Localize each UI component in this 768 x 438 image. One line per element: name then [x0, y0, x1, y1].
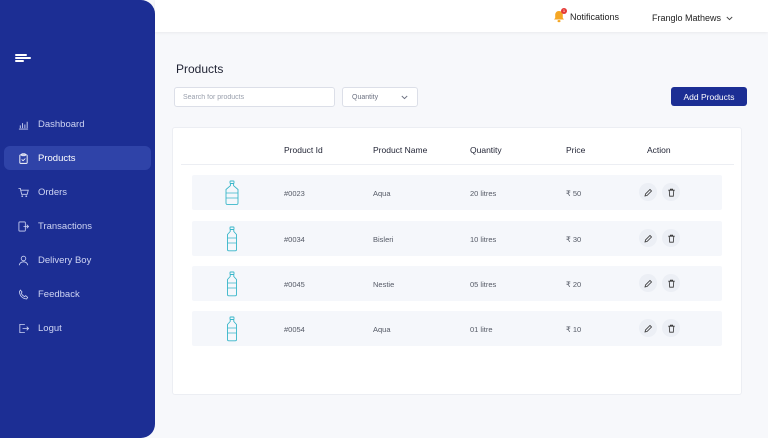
- page-title: Products: [176, 62, 224, 76]
- sidebar-item-logout[interactable]: Logut: [4, 316, 151, 340]
- delete-button[interactable]: [662, 183, 680, 201]
- phone-icon: [17, 288, 29, 300]
- product-price: ₹ 30: [566, 235, 582, 244]
- product-price: ₹ 50: [566, 189, 582, 198]
- product-id: #0023: [284, 189, 305, 198]
- product-price: ₹ 20: [566, 280, 582, 289]
- bottle-icon: [224, 316, 240, 342]
- sidebar-item-label: Feedback: [38, 288, 80, 300]
- edit-button[interactable]: [639, 229, 657, 247]
- user-icon: [17, 254, 29, 266]
- product-name: Nestie: [373, 280, 395, 289]
- column-header-product-name: Product Name: [373, 145, 428, 155]
- transfer-icon: [17, 220, 29, 232]
- table-row: #0034 Bisleri 10 litres ₹ 30: [192, 221, 722, 256]
- clipboard-icon: [17, 152, 29, 164]
- menu-toggle-icon[interactable]: [15, 52, 33, 64]
- table-row: #0023 Aqua 20 litres ₹ 50: [192, 175, 722, 210]
- add-products-button[interactable]: Add Products: [671, 87, 747, 106]
- column-header-action: Action: [647, 145, 671, 155]
- product-quantity: 10 litres: [470, 235, 497, 244]
- pencil-icon: [643, 279, 652, 288]
- sidebar-item-feedback[interactable]: Feedback: [4, 282, 151, 306]
- chevron-down-icon: [401, 95, 408, 100]
- pencil-icon: [643, 188, 652, 197]
- product-id: #0045: [284, 280, 305, 289]
- notifications-label: Notifications: [570, 11, 620, 22]
- product-name: Bisleri: [373, 235, 394, 244]
- edit-button[interactable]: [639, 274, 657, 292]
- sidebar-item-label: Orders: [38, 186, 68, 198]
- sidebar-item-transactions[interactable]: Transactions: [4, 214, 151, 238]
- product-price: ₹ 10: [566, 325, 582, 334]
- bell-icon: 1: [553, 8, 567, 23]
- quantity-filter-select[interactable]: Quantity: [342, 87, 418, 107]
- user-menu[interactable]: Franglo Mathews: [652, 13, 733, 23]
- quantity-filter-value: Quantity: [352, 93, 379, 101]
- chevron-down-icon: [726, 16, 733, 20]
- sidebar: Dashboard Products Orders Transactions D…: [0, 0, 155, 438]
- delete-button[interactable]: [662, 274, 680, 292]
- sidebar-item-label: Dashboard: [38, 118, 85, 130]
- sidebar-item-label: Delivery Boy: [38, 254, 92, 266]
- table-header: Product Id Product Name Quantity Price A…: [181, 128, 734, 165]
- trash-icon: [667, 234, 675, 243]
- table-row: #0045 Nestie 05 litres ₹ 20: [192, 266, 722, 301]
- edit-button[interactable]: [639, 319, 657, 337]
- product-name: Aqua: [373, 325, 391, 334]
- notifications-button[interactable]: 1 Notifications: [553, 8, 620, 23]
- logout-icon: [17, 322, 29, 334]
- bar-chart-icon: [17, 118, 29, 130]
- sidebar-item-dashboard[interactable]: Dashboard: [4, 112, 151, 136]
- bottle-icon: [224, 226, 240, 252]
- column-header-quantity: Quantity: [470, 145, 502, 155]
- trash-icon: [667, 188, 675, 197]
- search-input[interactable]: [174, 87, 335, 107]
- product-id: #0054: [284, 325, 305, 334]
- column-header-product-id: Product Id: [284, 145, 323, 155]
- notification-count-badge: 1: [561, 8, 567, 14]
- product-quantity: 20 litres: [470, 189, 497, 198]
- table-row: #0054 Aqua 01 litre ₹ 10: [192, 311, 722, 346]
- sidebar-item-orders[interactable]: Orders: [4, 180, 151, 204]
- trash-icon: [667, 279, 675, 288]
- bottle-icon: [224, 271, 240, 297]
- pencil-icon: [643, 234, 652, 243]
- delete-button[interactable]: [662, 229, 680, 247]
- trash-icon: [667, 324, 675, 333]
- product-name: Aqua: [373, 189, 391, 198]
- sidebar-nav: Dashboard Products Orders Transactions D…: [4, 112, 151, 350]
- top-bar: 1 Notifications Franglo Mathews: [155, 0, 768, 32]
- product-quantity: 01 litre: [470, 325, 493, 334]
- sidebar-item-delivery-boy[interactable]: Delivery Boy: [4, 248, 151, 272]
- sidebar-item-label: Transactions: [38, 220, 93, 232]
- column-header-price: Price: [566, 145, 586, 155]
- product-quantity: 05 litres: [470, 280, 497, 289]
- sidebar-item-products[interactable]: Products: [4, 146, 151, 170]
- cart-icon: [17, 186, 29, 198]
- product-id: #0034: [284, 235, 305, 244]
- sidebar-item-label: Products: [38, 152, 76, 164]
- delete-button[interactable]: [662, 319, 680, 337]
- sidebar-item-label: Logut: [38, 322, 62, 334]
- pencil-icon: [643, 324, 652, 333]
- user-name: Franglo Mathews: [652, 13, 722, 23]
- edit-button[interactable]: [639, 183, 657, 201]
- water-jug-icon: [224, 180, 240, 206]
- products-table: Product Id Product Name Quantity Price A…: [172, 127, 742, 395]
